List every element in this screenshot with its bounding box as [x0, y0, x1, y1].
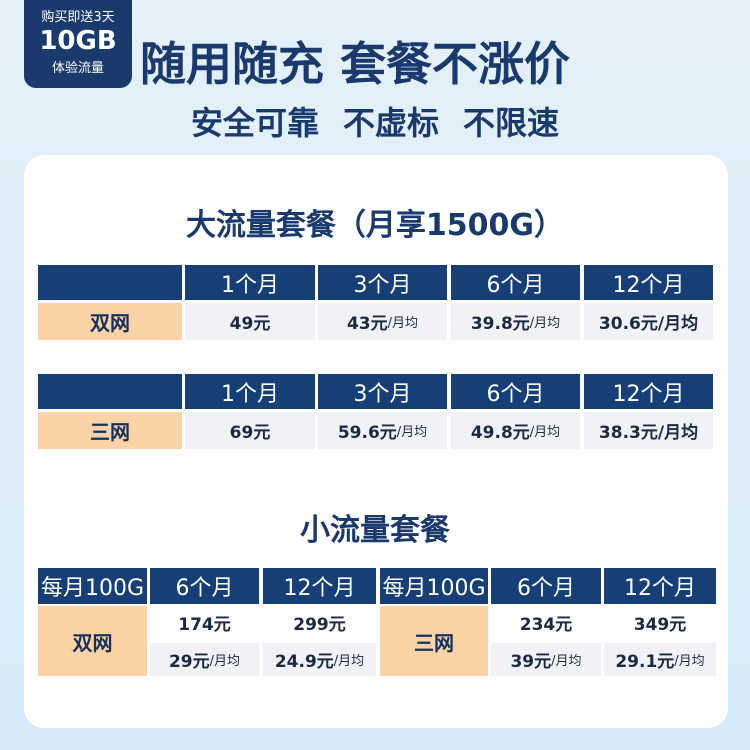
section-title: 小流量套餐	[300, 513, 450, 548]
unit: /月均	[396, 425, 428, 440]
price: 299元	[293, 615, 346, 635]
price-cell: 234元	[491, 606, 601, 639]
header-cell: 1个月	[185, 374, 315, 409]
row-label: 双网	[38, 606, 147, 676]
price-cell: 69元	[185, 412, 315, 449]
price: 174元	[178, 615, 231, 635]
price: 43元	[346, 314, 388, 334]
header-cell: 每月100G	[380, 568, 488, 604]
price: 24.9元	[274, 652, 334, 672]
row-label: 双网	[38, 303, 182, 340]
unit: /月均	[551, 654, 582, 669]
subtitle-item: 不虚标	[342, 104, 439, 142]
unit: /月均	[209, 654, 241, 669]
price-cell: 30.6元/月均	[584, 303, 713, 340]
price-cell: 174元	[150, 606, 259, 639]
badge: 购买即送3天 10GB 体验流量	[24, 0, 132, 88]
header-cell: 6个月	[451, 265, 580, 300]
row-label: 三网	[38, 412, 182, 449]
price-cell: 29.1元/月均	[604, 643, 716, 676]
header-cell: 6个月	[451, 374, 580, 409]
unit: /月均	[529, 425, 561, 440]
header-cell: 12个月	[584, 374, 713, 409]
price-cell: 38.3元/月均	[584, 412, 713, 449]
unit: /月均	[333, 654, 365, 669]
price: 39元	[510, 652, 552, 672]
unit: /月均	[387, 316, 419, 331]
title: 随用随充 套餐不涨价	[140, 37, 571, 91]
header-cell: 3个月	[318, 374, 447, 409]
price-cell: 39元/月均	[491, 643, 601, 676]
subtitle-item: 安全可靠	[190, 104, 319, 142]
price-cell: 29元/月均	[150, 643, 259, 676]
header-cell: 6个月	[491, 568, 601, 604]
price-cell: 59.6元/月均	[318, 412, 447, 449]
header-cell: 12个月	[263, 568, 376, 604]
header-blank	[38, 265, 182, 300]
header-cell: 12个月	[584, 265, 713, 300]
row-label: 三网	[380, 606, 488, 676]
price: 49.8元	[470, 423, 530, 443]
price-cell: 39.8元/月均	[451, 303, 580, 340]
header-cell: 12个月	[604, 568, 716, 604]
price: 349元	[633, 615, 687, 635]
price: 29.1元	[615, 652, 675, 672]
price: 38.3元/月均	[598, 423, 699, 443]
price-cell: 43元/月均	[318, 303, 447, 340]
section-title: 大流量套餐（月享1500G）	[185, 208, 565, 243]
price: 69元	[229, 423, 271, 443]
badge-line: 10GB	[39, 26, 117, 56]
price: 49元	[229, 314, 271, 334]
header-cell: 6个月	[150, 568, 259, 604]
price-cell: 49.8元/月均	[451, 412, 580, 449]
header-cell: 1个月	[185, 265, 315, 300]
price-cell: 24.9元/月均	[263, 643, 376, 676]
price: 39.8元	[470, 314, 530, 334]
unit: /月均	[674, 654, 705, 669]
header-cell: 每月100G	[38, 568, 147, 604]
price: 30.6元/月均	[598, 314, 699, 334]
badge-line: 购买即送3天	[41, 10, 115, 25]
subtitle: 安全可靠 不虚标 不限速	[0, 98, 750, 144]
price: 234元	[519, 615, 573, 635]
price: 29元	[168, 652, 210, 672]
price-cell: 349元	[604, 606, 716, 639]
subtitle-item: 不限速	[463, 104, 560, 142]
price-cell: 299元	[263, 606, 376, 639]
header-cell: 3个月	[318, 265, 447, 300]
badge-line: 体验流量	[51, 61, 104, 76]
price-cell: 49元	[185, 303, 315, 340]
unit: /月均	[529, 316, 561, 331]
price: 59.6元	[337, 423, 397, 443]
header-blank	[38, 374, 182, 409]
